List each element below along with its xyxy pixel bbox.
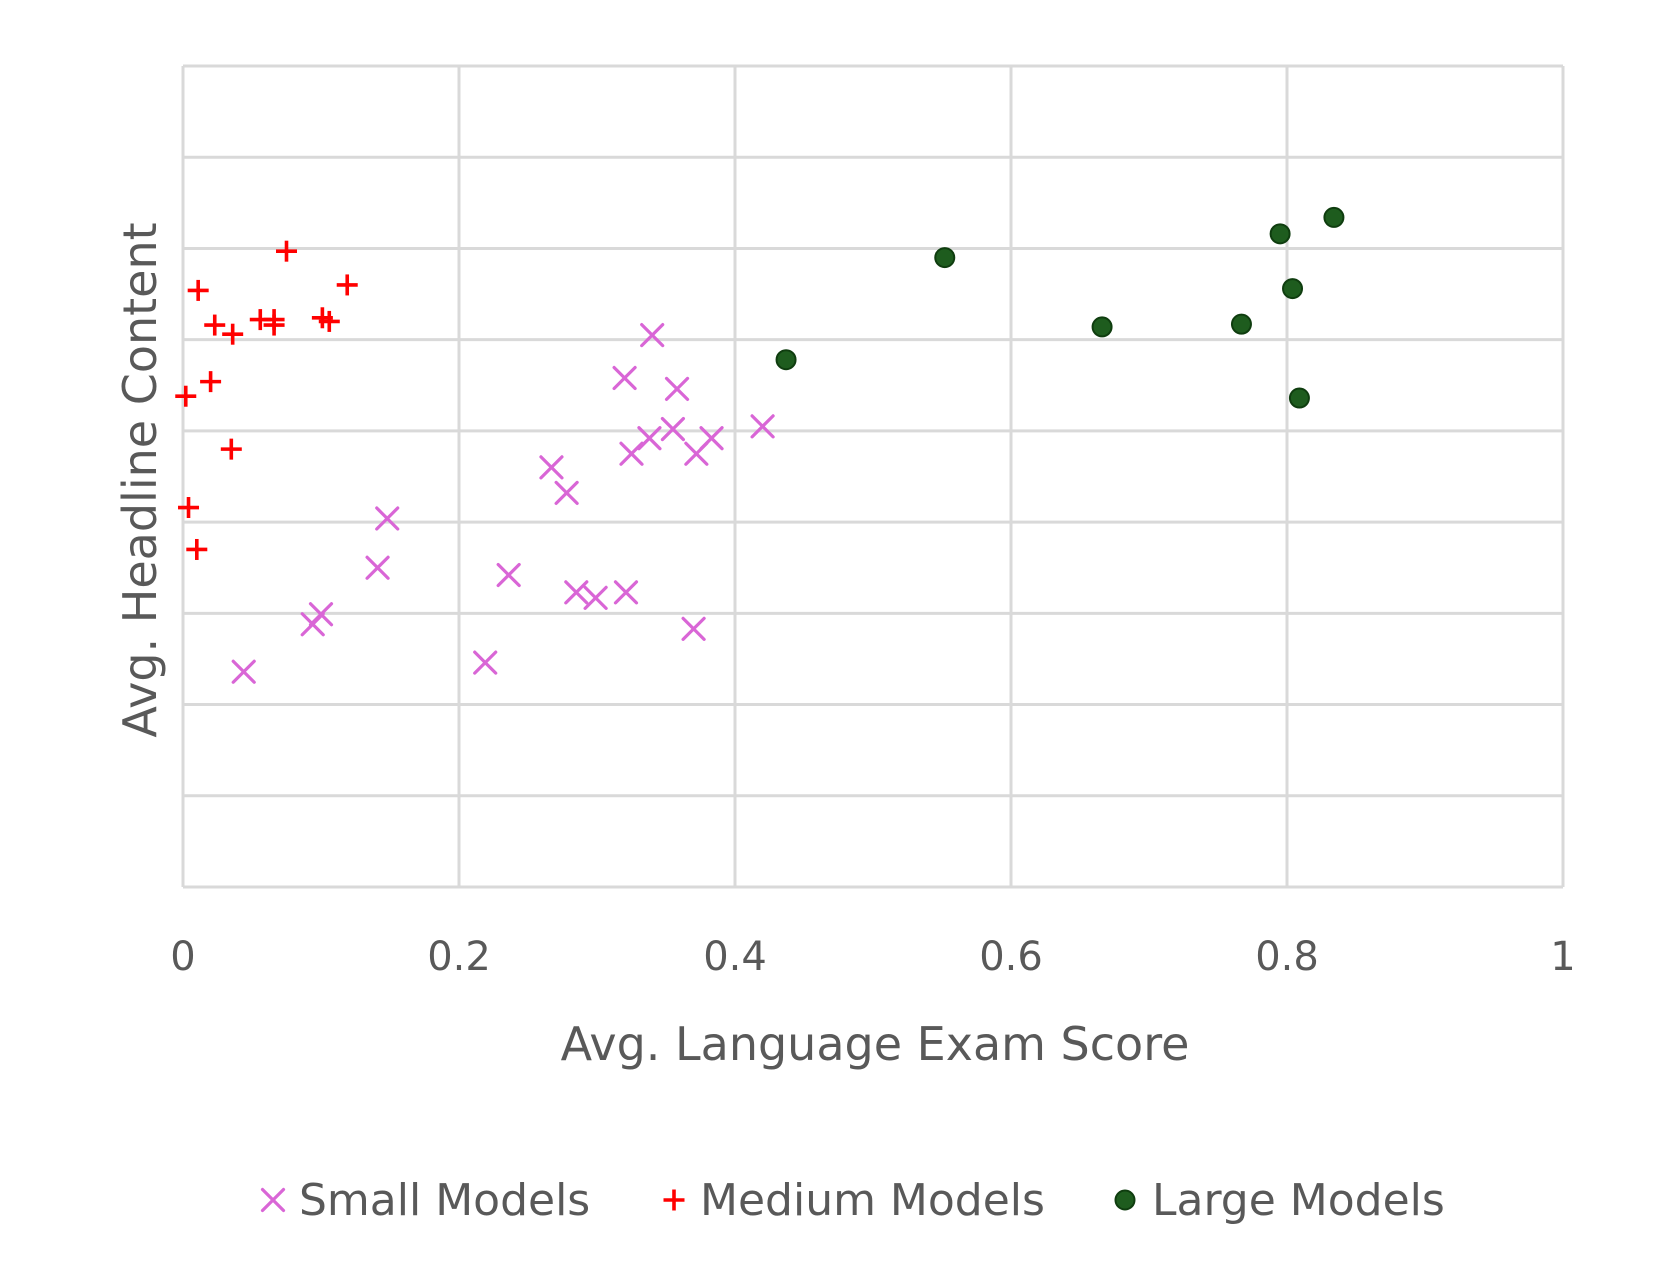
x-tick-label: 0 xyxy=(170,934,195,980)
legend-label-small: Small Models xyxy=(299,1175,590,1226)
point-large xyxy=(1091,316,1113,338)
point-large xyxy=(1269,223,1291,245)
legend-symbol-small xyxy=(260,1187,286,1213)
point-medium xyxy=(175,385,197,407)
legend-marker-medium xyxy=(663,1189,685,1211)
legend-label-medium: Medium Models xyxy=(700,1175,1045,1226)
legend: Small Models Medium Models Large Models xyxy=(260,1175,1445,1226)
point-medium xyxy=(263,314,285,336)
point-large xyxy=(1230,313,1252,335)
point-small xyxy=(231,659,256,684)
point-small xyxy=(660,416,686,442)
point-medium xyxy=(200,371,222,393)
legend-label-large: Large Models xyxy=(1152,1175,1445,1226)
point-small xyxy=(583,585,608,610)
point-medium xyxy=(178,497,200,519)
point-small xyxy=(375,506,400,531)
point-small xyxy=(365,555,390,580)
point-small xyxy=(640,323,665,348)
point-medium xyxy=(276,240,297,262)
point-small xyxy=(681,616,706,641)
point-medium xyxy=(187,279,209,301)
point-small xyxy=(473,650,498,675)
point-small xyxy=(539,455,564,480)
point-small xyxy=(554,480,579,506)
point-small xyxy=(300,612,325,637)
legend-item-medium: Medium Models xyxy=(663,1175,1045,1226)
point-small xyxy=(613,580,639,605)
point-large xyxy=(1288,387,1310,409)
legend-marker-small xyxy=(260,1187,286,1213)
point-large xyxy=(1323,206,1345,228)
point-small xyxy=(619,441,644,466)
point-medium xyxy=(222,323,244,345)
legend-symbol-medium xyxy=(663,1189,685,1211)
point-large xyxy=(775,349,797,371)
x-tick-label: 0.8 xyxy=(1255,934,1319,980)
legend-item-small: Small Models xyxy=(260,1175,590,1226)
point-medium xyxy=(204,314,226,336)
x-tick-label: 0.4 xyxy=(703,934,767,980)
legend-symbol-large xyxy=(1114,1189,1136,1211)
point-small xyxy=(496,562,521,588)
x-tick-label: 1 xyxy=(1550,934,1575,980)
point-small xyxy=(637,426,662,451)
x-axis-title: Avg. Language Exam Score xyxy=(561,1017,1190,1071)
point-small xyxy=(750,414,775,439)
point-large xyxy=(1282,278,1304,300)
point-small xyxy=(612,365,637,391)
x-tick-label: 0.6 xyxy=(979,934,1043,980)
point-medium xyxy=(186,538,208,560)
point-medium xyxy=(336,274,358,296)
legend-marker-large xyxy=(1114,1189,1136,1211)
point-small xyxy=(564,580,589,605)
grid xyxy=(181,64,1565,889)
point-medium xyxy=(318,310,340,332)
legend-item-large: Large Models xyxy=(1114,1175,1445,1226)
x-tick-labels: 0 0.2 0.4 0.6 0.8 1 xyxy=(170,934,1575,980)
y-axis-title: Avg. Headline Content xyxy=(113,222,167,737)
x-tick-label: 0.2 xyxy=(427,934,491,980)
point-large xyxy=(934,247,956,269)
plot-points xyxy=(175,206,1345,684)
point-small xyxy=(684,441,709,466)
point-medium xyxy=(220,438,242,460)
point-small xyxy=(664,376,690,402)
